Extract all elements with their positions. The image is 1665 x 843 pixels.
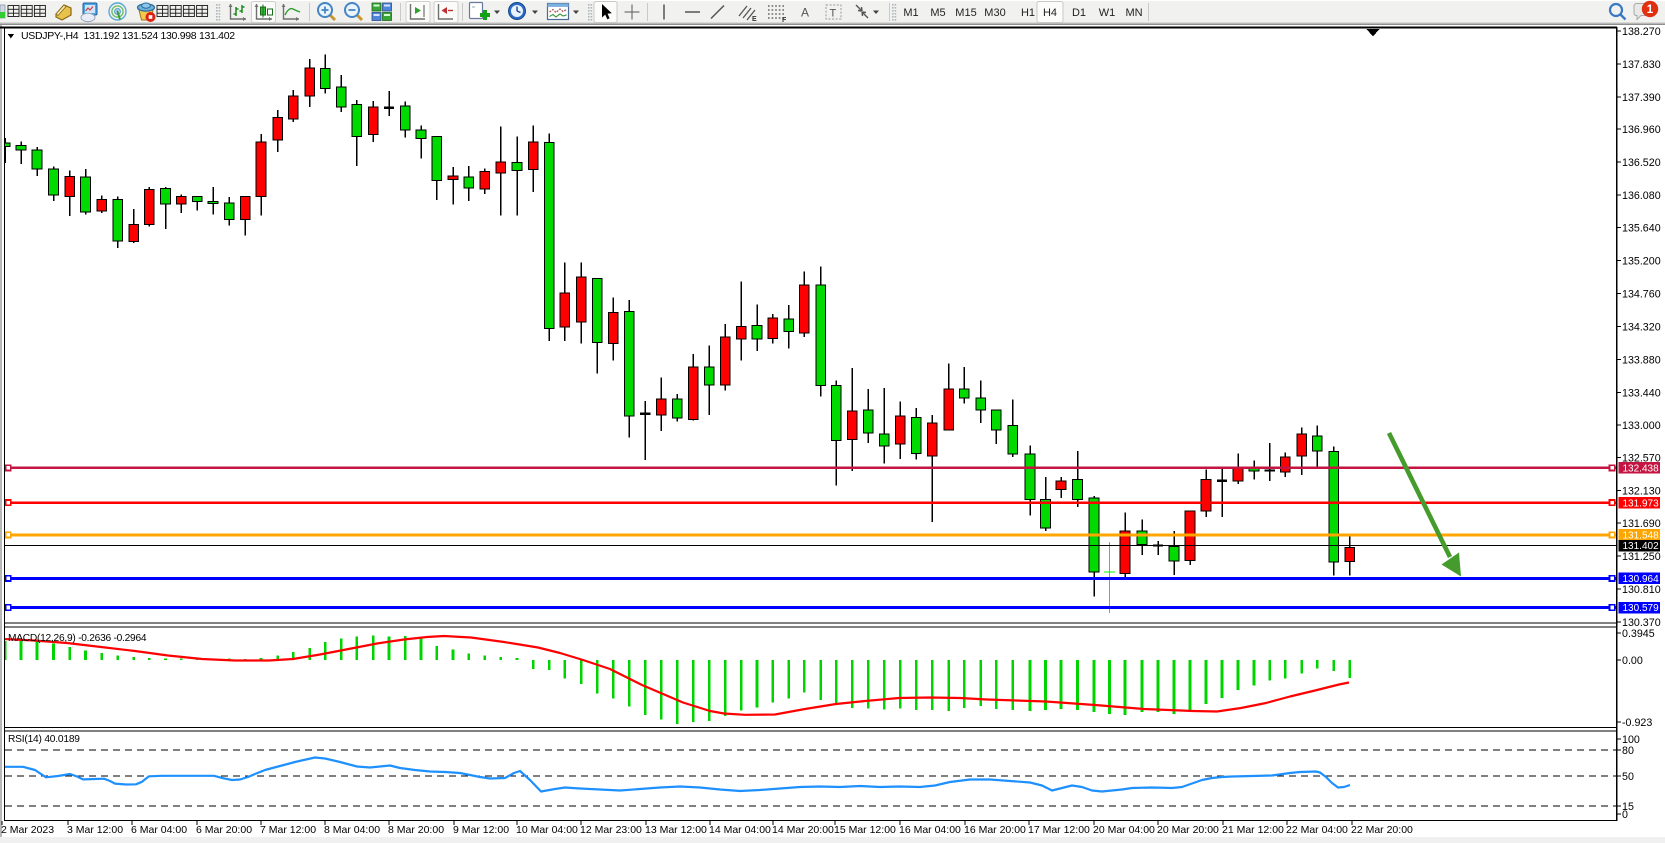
svg-text:8 Mar 04:00: 8 Mar 04:00 <box>324 824 380 836</box>
svg-text:130.370: 130.370 <box>1622 617 1661 629</box>
svg-text:20 Mar 20:00: 20 Mar 20:00 <box>1157 824 1219 836</box>
svg-text:14 Mar 04:00: 14 Mar 04:00 <box>709 824 771 836</box>
svg-text:131.402: 131.402 <box>1623 541 1660 552</box>
svg-text:M1: M1 <box>903 7 918 19</box>
svg-text:A: A <box>801 6 809 20</box>
svg-text:M15: M15 <box>955 7 976 19</box>
svg-text:131.250: 131.250 <box>1622 551 1661 563</box>
svg-text:H1: H1 <box>1021 7 1035 19</box>
svg-text:22 Mar 04:00: 22 Mar 04:00 <box>1286 824 1348 836</box>
svg-text:134.320: 134.320 <box>1622 322 1661 334</box>
svg-text:133.880: 133.880 <box>1622 354 1661 366</box>
svg-text:T: T <box>830 8 837 20</box>
svg-text:-0.923: -0.923 <box>1622 717 1652 729</box>
svg-text:15 Mar 12:00: 15 Mar 12:00 <box>834 824 896 836</box>
svg-text:12 Mar 23:00: 12 Mar 23:00 <box>580 824 642 836</box>
svg-text:F: F <box>782 17 787 24</box>
svg-text:MN: MN <box>1125 7 1142 19</box>
svg-text:RSI(14) 40.0189: RSI(14) 40.0189 <box>8 734 80 745</box>
svg-text:80: 80 <box>1622 745 1634 757</box>
svg-text:6 Mar 04:00: 6 Mar 04:00 <box>131 824 187 836</box>
svg-text:133.440: 133.440 <box>1622 387 1661 399</box>
svg-text:15: 15 <box>1622 801 1634 813</box>
svg-text:14 Mar 20:00: 14 Mar 20:00 <box>772 824 834 836</box>
svg-text:D1: D1 <box>1072 7 1086 19</box>
svg-text:3 Mar 12:00: 3 Mar 12:00 <box>67 824 123 836</box>
svg-text:136.960: 136.960 <box>1622 124 1661 136</box>
svg-text:135.640: 135.640 <box>1622 223 1661 235</box>
svg-text:0.00: 0.00 <box>1622 655 1643 667</box>
svg-text:20 Mar 04:00: 20 Mar 04:00 <box>1093 824 1155 836</box>
svg-text:6 Mar 20:00: 6 Mar 20:00 <box>196 824 252 836</box>
svg-text:10 Mar 04:00: 10 Mar 04:00 <box>516 824 578 836</box>
svg-text:M5: M5 <box>930 7 945 19</box>
svg-text:137.830: 137.830 <box>1622 59 1661 71</box>
svg-text:2 Mar 2023: 2 Mar 2023 <box>1 824 54 836</box>
svg-text:M30: M30 <box>984 7 1005 19</box>
svg-text:22 Mar 20:00: 22 Mar 20:00 <box>1351 824 1413 836</box>
svg-text:131.690: 131.690 <box>1622 518 1661 530</box>
svg-text:138.270: 138.270 <box>1622 26 1661 38</box>
svg-text:MACD(12,26,9) -0.2636 -0.2964: MACD(12,26,9) -0.2636 -0.2964 <box>8 633 147 644</box>
svg-text:135.200: 135.200 <box>1622 256 1661 268</box>
svg-text:100: 100 <box>1622 734 1640 746</box>
svg-text:13 Mar 12:00: 13 Mar 12:00 <box>645 824 707 836</box>
svg-text:1: 1 <box>1647 4 1654 16</box>
svg-text:0.3945: 0.3945 <box>1622 628 1655 640</box>
svg-text:132.570: 132.570 <box>1622 452 1661 464</box>
svg-text:50: 50 <box>1622 771 1634 783</box>
svg-text:136.520: 136.520 <box>1622 157 1661 169</box>
svg-text:131.548: 131.548 <box>1623 530 1660 541</box>
svg-text:USDJPY-,H4 131.192 131.524 13: USDJPY-,H4 131.192 131.524 130.998 131.4… <box>21 30 235 42</box>
svg-text:132.438: 132.438 <box>1623 463 1660 474</box>
svg-text:7 Mar 12:00: 7 Mar 12:00 <box>260 824 316 836</box>
svg-text:133.000: 133.000 <box>1622 420 1661 432</box>
svg-text:16 Mar 04:00: 16 Mar 04:00 <box>899 824 961 836</box>
svg-text:132.130: 132.130 <box>1622 485 1661 497</box>
svg-text:134.760: 134.760 <box>1622 289 1661 301</box>
svg-text:0: 0 <box>1622 809 1628 821</box>
svg-text:130.810: 130.810 <box>1622 584 1661 596</box>
svg-text:W1: W1 <box>1099 7 1116 19</box>
svg-text:130.579: 130.579 <box>1623 603 1660 614</box>
svg-text:E: E <box>752 16 757 23</box>
svg-text:136.080: 136.080 <box>1622 190 1661 202</box>
svg-text:137.390: 137.390 <box>1622 92 1661 104</box>
svg-text:21 Mar 12:00: 21 Mar 12:00 <box>1222 824 1284 836</box>
svg-text:130.964: 130.964 <box>1623 574 1660 585</box>
svg-text:9 Mar 12:00: 9 Mar 12:00 <box>453 824 509 836</box>
svg-text:8 Mar 20:00: 8 Mar 20:00 <box>388 824 444 836</box>
svg-text:16 Mar 20:00: 16 Mar 20:00 <box>964 824 1026 836</box>
svg-text:131.973: 131.973 <box>1623 498 1660 509</box>
svg-text:H4: H4 <box>1043 7 1057 19</box>
svg-text:17 Mar 12:00: 17 Mar 12:00 <box>1028 824 1090 836</box>
